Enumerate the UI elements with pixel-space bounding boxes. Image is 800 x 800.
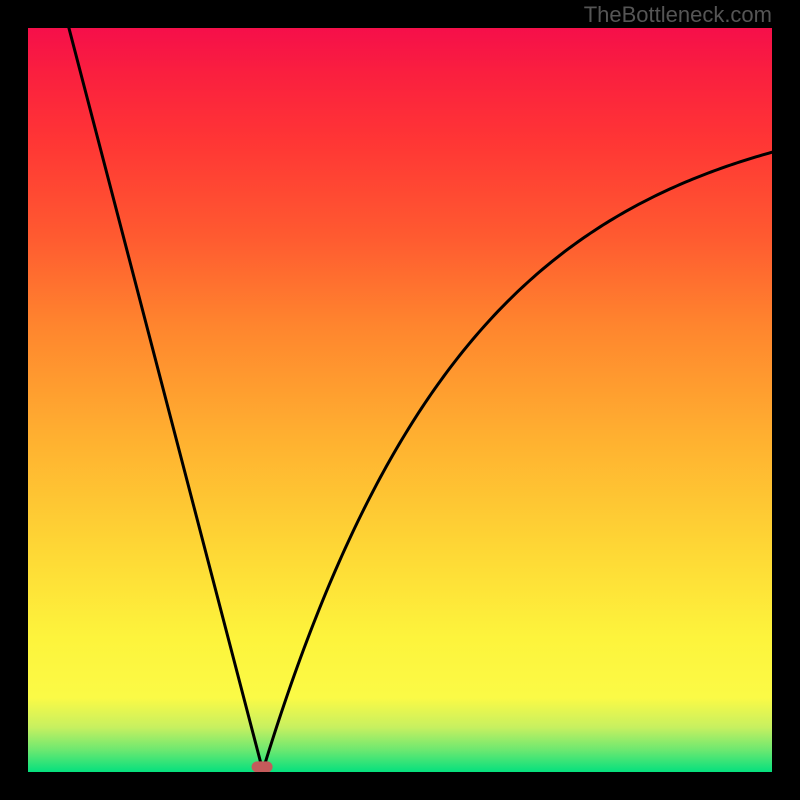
bottleneck-curve [28, 28, 772, 772]
chart-frame: TheBottleneck.com [0, 0, 800, 800]
plot-area [28, 28, 772, 772]
vertex-marker [252, 761, 273, 772]
watermark-text: TheBottleneck.com [584, 2, 772, 28]
